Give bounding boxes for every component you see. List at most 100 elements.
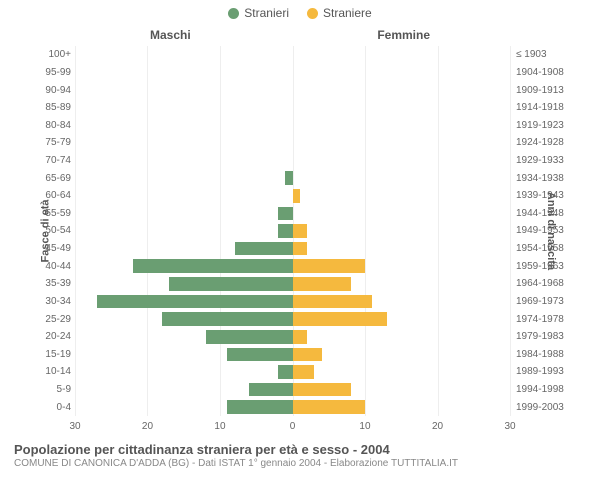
age-label: 55-59 xyxy=(33,208,71,219)
age-label: 5-9 xyxy=(33,384,71,395)
birth-year-label: 1989-1993 xyxy=(516,366,578,377)
birth-year-label: 1964-1968 xyxy=(516,278,578,289)
bar-male xyxy=(278,224,293,238)
age-label: 80-84 xyxy=(33,120,71,131)
legend-item-male: Stranieri xyxy=(228,6,289,20)
bar-male xyxy=(162,312,293,326)
legend-label-male: Stranieri xyxy=(244,6,289,20)
age-label: 15-19 xyxy=(33,349,71,360)
age-label: 35-39 xyxy=(33,278,71,289)
column-title-left: Maschi xyxy=(150,28,191,42)
bar-male xyxy=(133,259,293,273)
bar-female xyxy=(293,295,373,309)
birth-year-label: 1924-1928 xyxy=(516,137,578,148)
bar-female xyxy=(293,259,365,273)
footer-title: Popolazione per cittadinanza straniera p… xyxy=(14,442,586,457)
age-label: 75-79 xyxy=(33,137,71,148)
birth-year-label: 1984-1988 xyxy=(516,349,578,360)
x-tick: 10 xyxy=(359,421,370,432)
birth-year-label: 1909-1913 xyxy=(516,85,578,96)
birth-year-label: 1904-1908 xyxy=(516,67,578,78)
birth-year-label: ≤ 1903 xyxy=(516,49,578,60)
pyramid-row: 10-141989-1993 xyxy=(75,363,510,381)
x-tick: 20 xyxy=(432,421,443,432)
birth-year-label: 1999-2003 xyxy=(516,402,578,413)
chart-area: Maschi Femmine Fasce di età Anni di nasc… xyxy=(20,26,580,436)
age-label: 65-69 xyxy=(33,173,71,184)
pyramid-row: 30-341969-1973 xyxy=(75,293,510,311)
bar-male xyxy=(169,277,292,291)
age-label: 45-49 xyxy=(33,243,71,254)
birth-year-label: 1929-1933 xyxy=(516,155,578,166)
female-swatch xyxy=(307,8,318,19)
age-label: 100+ xyxy=(33,49,71,60)
bar-female xyxy=(293,242,308,256)
pyramid-row: 15-191984-1988 xyxy=(75,346,510,364)
bar-male xyxy=(235,242,293,256)
pyramid-row: 55-591944-1948 xyxy=(75,205,510,223)
pyramid-row: 50-541949-1953 xyxy=(75,222,510,240)
pyramid-row: 80-841919-1923 xyxy=(75,116,510,134)
birth-year-label: 1959-1963 xyxy=(516,261,578,272)
bar-female xyxy=(293,330,308,344)
column-title-right: Femmine xyxy=(377,28,430,42)
age-label: 0-4 xyxy=(33,402,71,413)
bar-male xyxy=(249,383,293,397)
age-label: 95-99 xyxy=(33,67,71,78)
age-label: 70-74 xyxy=(33,155,71,166)
footer: Popolazione per cittadinanza straniera p… xyxy=(0,436,600,469)
bar-female xyxy=(293,277,351,291)
pyramid-row: 95-991904-1908 xyxy=(75,64,510,82)
bar-male xyxy=(278,365,293,379)
birth-year-label: 1979-1983 xyxy=(516,331,578,342)
age-label: 60-64 xyxy=(33,190,71,201)
bar-male xyxy=(227,400,292,414)
x-tick: 0 xyxy=(290,421,296,432)
birth-year-label: 1919-1923 xyxy=(516,120,578,131)
bar-male xyxy=(285,171,292,185)
age-label: 90-94 xyxy=(33,85,71,96)
pyramid-row: 20-241979-1983 xyxy=(75,328,510,346)
birth-year-label: 1934-1938 xyxy=(516,173,578,184)
age-label: 25-29 xyxy=(33,314,71,325)
legend: Stranieri Straniere xyxy=(0,0,600,20)
bar-female xyxy=(293,189,300,203)
bar-female xyxy=(293,224,308,238)
age-label: 50-54 xyxy=(33,225,71,236)
age-label: 20-24 xyxy=(33,331,71,342)
birth-year-label: 1914-1918 xyxy=(516,102,578,113)
pyramid-row: 75-791924-1928 xyxy=(75,134,510,152)
pyramid-row: 65-691934-1938 xyxy=(75,169,510,187)
pyramid-row: 60-641939-1943 xyxy=(75,187,510,205)
x-tick: 30 xyxy=(69,421,80,432)
male-swatch xyxy=(228,8,239,19)
bar-female xyxy=(293,365,315,379)
birth-year-label: 1939-1943 xyxy=(516,190,578,201)
pyramid-row: 0-41999-2003 xyxy=(75,398,510,416)
bar-male xyxy=(97,295,293,309)
bar-female xyxy=(293,400,365,414)
legend-label-female: Straniere xyxy=(323,6,372,20)
pyramid-row: 5-91994-1998 xyxy=(75,381,510,399)
birth-year-label: 1944-1948 xyxy=(516,208,578,219)
age-label: 10-14 xyxy=(33,366,71,377)
age-label: 85-89 xyxy=(33,102,71,113)
plot: 3020100102030100+≤ 190395-991904-190890-… xyxy=(75,46,510,416)
age-label: 30-34 xyxy=(33,296,71,307)
bar-female xyxy=(293,383,351,397)
bar-female xyxy=(293,348,322,362)
birth-year-label: 1974-1978 xyxy=(516,314,578,325)
pyramid-row: 70-741929-1933 xyxy=(75,152,510,170)
birth-year-label: 1994-1998 xyxy=(516,384,578,395)
pyramid-row: 100+≤ 1903 xyxy=(75,46,510,64)
x-tick: 30 xyxy=(504,421,515,432)
pyramid-row: 35-391964-1968 xyxy=(75,275,510,293)
birth-year-label: 1954-1958 xyxy=(516,243,578,254)
x-tick: 10 xyxy=(214,421,225,432)
birth-year-label: 1969-1973 xyxy=(516,296,578,307)
bar-male xyxy=(206,330,293,344)
pyramid-row: 85-891914-1918 xyxy=(75,99,510,117)
x-tick: 20 xyxy=(142,421,153,432)
grid-line xyxy=(510,46,511,416)
age-label: 40-44 xyxy=(33,261,71,272)
